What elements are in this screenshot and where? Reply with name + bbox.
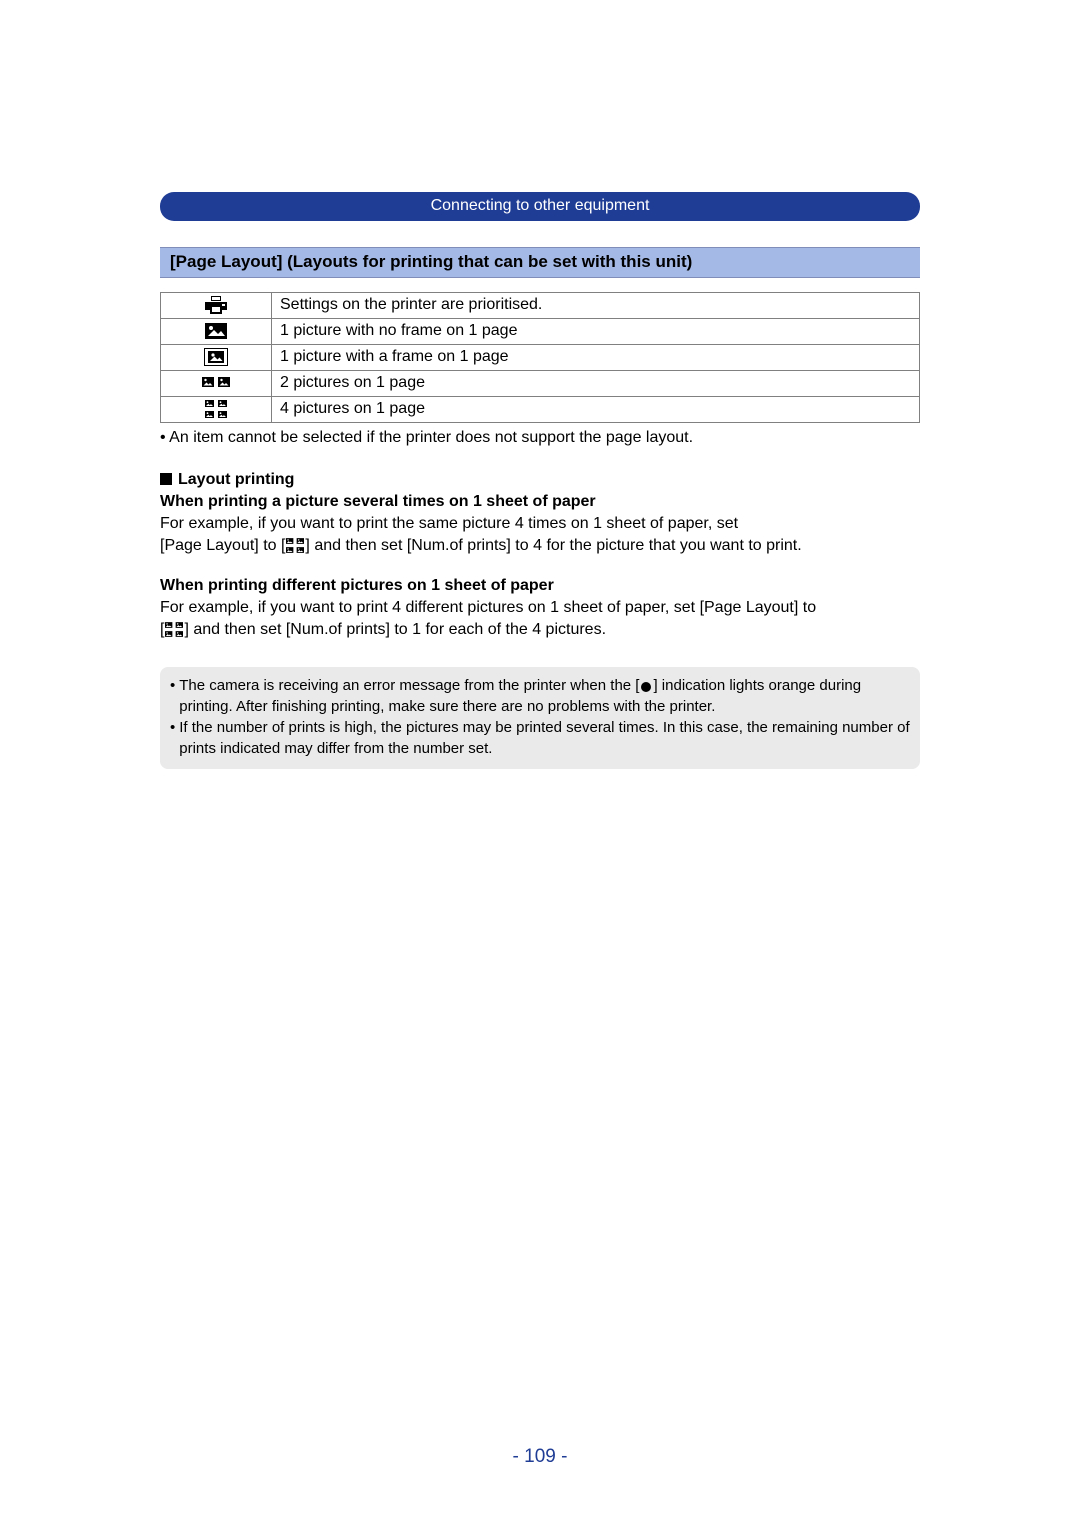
two-up-icon — [202, 377, 230, 389]
one-frame-icon — [204, 348, 228, 366]
table-footnote-text: An item cannot be selected if the printe… — [169, 429, 693, 446]
table-cell: 1 picture with no frame on 1 page — [272, 319, 920, 345]
para2-line1: For example, if you want to print 4 diff… — [160, 597, 920, 619]
note-item1a: The camera is receiving an error message… — [179, 677, 639, 694]
icon-cell — [161, 371, 272, 397]
para2-line2b: ] and then set [Num.of prints] to 1 for … — [184, 621, 606, 638]
page-number-link[interactable]: 109 — [524, 1446, 556, 1467]
icon-cell — [161, 397, 272, 423]
para1-heading: When printing a picture several times on… — [160, 491, 920, 513]
note-item: • The camera is receiving an error messa… — [170, 675, 910, 717]
icon-cell — [161, 319, 272, 345]
subsection-heading: Layout printing — [160, 469, 920, 491]
page-number-dash-left: - — [513, 1446, 525, 1467]
table-cell: 4 pictures on 1 page — [272, 397, 920, 423]
one-noframe-icon — [205, 323, 227, 339]
para1-line2a: [Page Layout] to [ — [160, 537, 285, 554]
page-number-dash-right: - — [556, 1446, 568, 1467]
dot-indicator-icon — [640, 681, 652, 693]
note-item: • If the number of prints is high, the p… — [170, 717, 910, 759]
table-cell: Settings on the printer are prioritised. — [272, 293, 920, 319]
table-footnote: • An item cannot be selected if the prin… — [160, 429, 920, 447]
para2-heading: When printing different pictures on 1 sh… — [160, 575, 920, 597]
square-bullet-icon — [160, 473, 172, 485]
table-row: 1 picture with a frame on 1 page — [161, 345, 920, 371]
para1-line2: [Page Layout] to [ ] and then set [Num.o… — [160, 535, 920, 557]
table-cell: 2 pictures on 1 page — [272, 371, 920, 397]
manual-page: Connecting to other equipment [Page Layo… — [0, 0, 1080, 1526]
icon-cell — [161, 293, 272, 319]
bullet-icon: • — [170, 717, 179, 759]
four-up-icon — [286, 538, 304, 553]
para1-line2b: ] and then set [Num.of prints] to 4 for … — [305, 537, 801, 554]
table-row: 2 pictures on 1 page — [161, 371, 920, 397]
para1-line1: For example, if you want to print the sa… — [160, 513, 920, 535]
page-number: - 109 - — [0, 1446, 1080, 1468]
section-header: [Page Layout] (Layouts for printing that… — [160, 247, 920, 278]
para2-line2: [ ] and then set [Num.of prints] to 1 fo… — [160, 619, 920, 641]
para2-line2a: [ — [160, 621, 164, 638]
layout-printing-section: Layout printing When printing a picture … — [160, 469, 920, 641]
breadcrumb: Connecting to other equipment — [160, 192, 920, 221]
four-up-icon — [205, 400, 227, 418]
table-row: 1 picture with no frame on 1 page — [161, 319, 920, 345]
note-box: • The camera is receiving an error messa… — [160, 667, 920, 769]
bullet-icon: • — [170, 675, 179, 717]
subsection-heading-text: Layout printing — [178, 471, 294, 488]
table-row: 4 pictures on 1 page — [161, 397, 920, 423]
note-item-text: The camera is receiving an error message… — [179, 675, 910, 717]
note-item-text: If the number of prints is high, the pic… — [179, 717, 910, 759]
table-row: Settings on the printer are prioritised. — [161, 293, 920, 319]
layout-options-table: Settings on the printer are prioritised.… — [160, 292, 920, 423]
printer-icon — [205, 296, 227, 314]
table-cell: 1 picture with a frame on 1 page — [272, 345, 920, 371]
four-up-icon — [165, 622, 183, 637]
icon-cell — [161, 345, 272, 371]
